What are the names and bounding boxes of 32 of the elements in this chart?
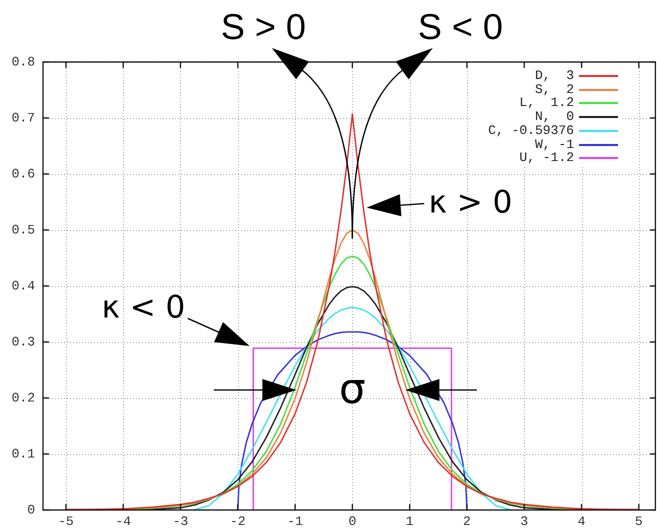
y-tick-label: 0.1 [12, 446, 36, 462]
annotation: κ < 0 [102, 290, 186, 326]
legend-label: L, 1.2 [519, 95, 574, 110]
annotation: σ [339, 364, 366, 413]
x-tick-label: -5 [58, 514, 74, 530]
x-tick-label: -1 [287, 514, 304, 530]
x-tick-label: -3 [172, 514, 188, 530]
text: S > 0 [220, 6, 306, 47]
annotation: κ > 0 [428, 184, 512, 221]
text: S < 0 [418, 6, 503, 47]
x-tick-label: 2 [463, 514, 471, 530]
x-tick-label: 5 [634, 514, 643, 530]
y-tick-label: 0.6 [12, 166, 35, 182]
legend-label: S, 2 [534, 82, 574, 97]
y-tick-label: 0.2 [12, 390, 35, 406]
legend-label: C, -0.59376 [488, 122, 574, 138]
legend-label: D, 3 [534, 68, 574, 83]
y-tick-label: 0.3 [12, 334, 35, 350]
y-tick-label: 0 [27, 502, 35, 518]
y-tick-label: 0.7 [12, 110, 35, 126]
y-tick-label: 0.5 [12, 222, 35, 238]
y-tick-label: 0.8 [12, 54, 35, 70]
x-tick-label: 4 [578, 514, 586, 530]
legend-label: W, -1 [534, 136, 574, 152]
y-tick-label: 0.4 [12, 278, 36, 294]
x-tick-label: 0 [348, 514, 356, 530]
x-tick-label: -2 [230, 514, 246, 530]
legend-label: U, -1.2 [519, 150, 574, 166]
legend-label: N, 0 [534, 109, 574, 124]
x-tick-label: 1 [406, 514, 414, 530]
x-tick-label: -4 [115, 514, 132, 530]
x-tick-label: 3 [520, 514, 528, 530]
